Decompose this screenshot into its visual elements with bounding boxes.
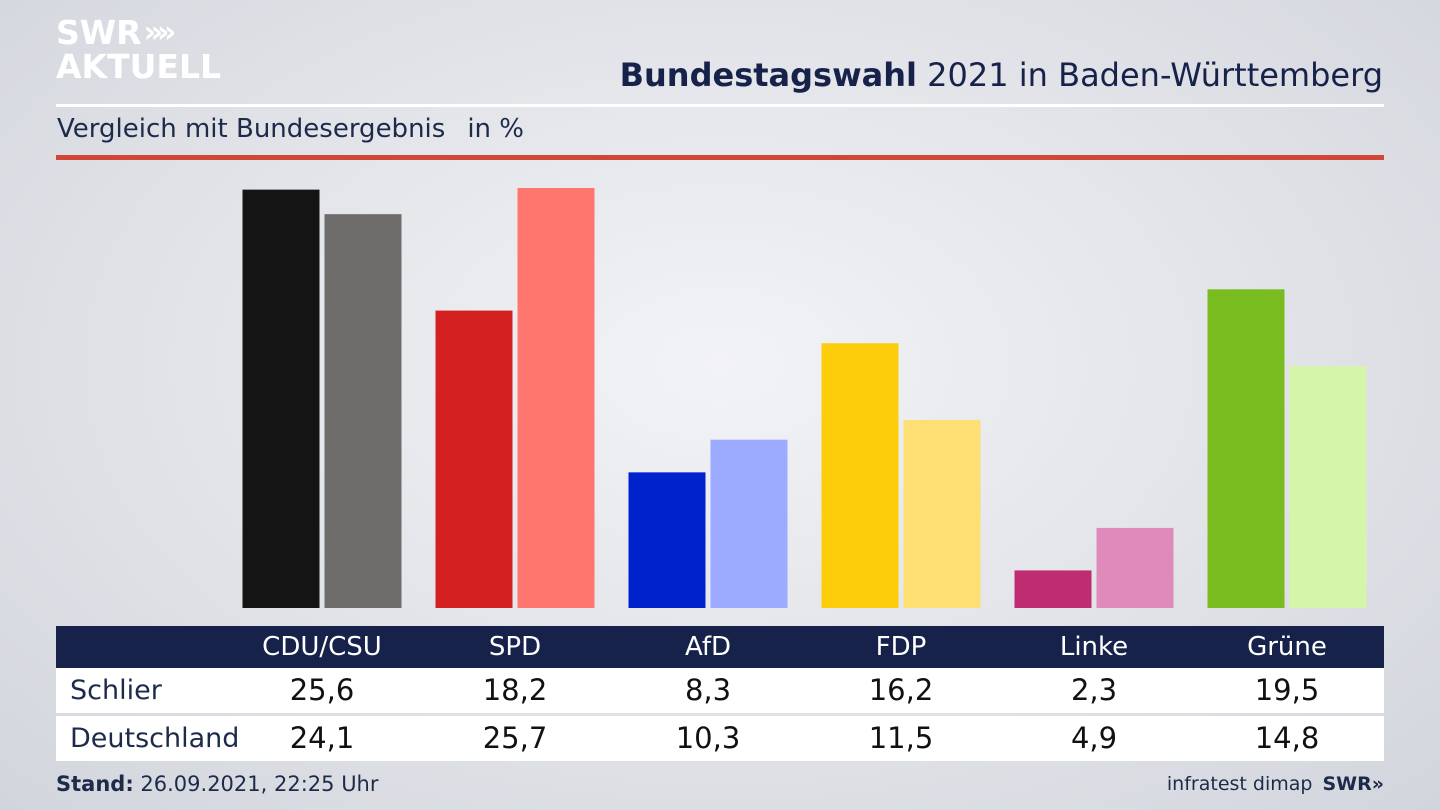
stand-value: 26.09.2021, 22:25 Uhr [140,772,379,796]
source-text: infratest dimap [1166,773,1313,795]
bar-cdu-csu-schlier [242,189,320,608]
category-label-cdu-csu: CDU/CSU [262,632,382,662]
table-row-deutschland: Deutschland 24,1 25,7 10,3 11,5 4,9 14,8 [56,716,1384,761]
logo-text-aktuell: AKTUELL [56,47,222,86]
bar-afd-deutschland [710,439,788,608]
timestamp: Stand: 26.09.2021, 22:25 Uhr [56,772,379,796]
bar-chart [242,188,1367,608]
title-bold: Bundestagswahl [619,56,917,94]
stand-label: Stand: [56,772,134,796]
bar-gr-ne-deutschland [1289,366,1367,608]
value-deutschland-gr-ne: 14,8 [1254,721,1320,755]
value-deutschland-spd: 25,7 [482,721,548,755]
bar-spd-deutschland [517,188,595,608]
value-schlier-afd: 8,3 [684,673,732,707]
category-label-afd: AfD [684,632,732,662]
bar-afd-schlier [628,472,706,608]
source-credit: infratest dimap SWR» [1167,773,1384,795]
bar-spd-schlier [435,310,513,608]
value-schlier-fdp: 16,2 [868,673,934,707]
value-deutschland-cdu-csu: 24,1 [289,721,355,755]
value-deutschland-afd: 10,3 [675,721,741,755]
value-deutschland-fdp: 11,5 [868,721,934,755]
value-deutschland-linke: 4,9 [1070,721,1118,755]
value-schlier-cdu-csu: 25,6 [289,673,355,707]
page-title: Bundestagswahl 2021 in Baden-Württemberg [620,56,1383,94]
table-row-schlier: Schlier 25,6 18,2 8,3 16,2 2,3 19,5 [56,668,1384,713]
subtitle-text: Vergleich mit Bundesergebnis [57,114,446,144]
table-header: CDU/CSU SPD AfD FDP Linke Grüne [56,626,1384,668]
value-schlier-linke: 2,3 [1070,673,1118,707]
bar-fdp-schlier [821,343,899,608]
title-rest: 2021 in Baden-Württemberg [927,56,1383,94]
results-table: CDU/CSU SPD AfD FDP Linke Grüne Schlier 25,6 18… [56,626,1384,761]
bar-linke-schlier [1014,570,1092,608]
series-label-schlier: Schlier [70,675,162,706]
bar-linke-deutschland [1096,527,1174,608]
bar-cdu-csu-deutschland [324,214,402,608]
series-label-deutschland: Deutschland [70,723,240,754]
category-label-gr-ne: Grüne [1247,632,1327,662]
bar-gr-ne-schlier [1207,289,1285,608]
swr-aktuell-logo: SWR»» AKTUELL [56,16,221,84]
chart-subtitle: Vergleich mit Bundesergebnis in % [57,114,524,144]
category-label-linke: Linke [1059,632,1129,662]
category-label-spd: SPD [488,632,542,662]
bar-fdp-deutschland [903,420,981,608]
subtitle-unit: in % [467,114,524,144]
logo-text-swr: SWR [56,13,142,52]
swr-brand-icon: SWR» [1322,773,1384,795]
value-schlier-spd: 18,2 [482,673,548,707]
category-label-fdp: FDP [875,632,927,662]
value-schlier-gr-ne: 19,5 [1254,673,1320,707]
subtitle-divider [56,155,1384,160]
title-divider [56,104,1384,107]
